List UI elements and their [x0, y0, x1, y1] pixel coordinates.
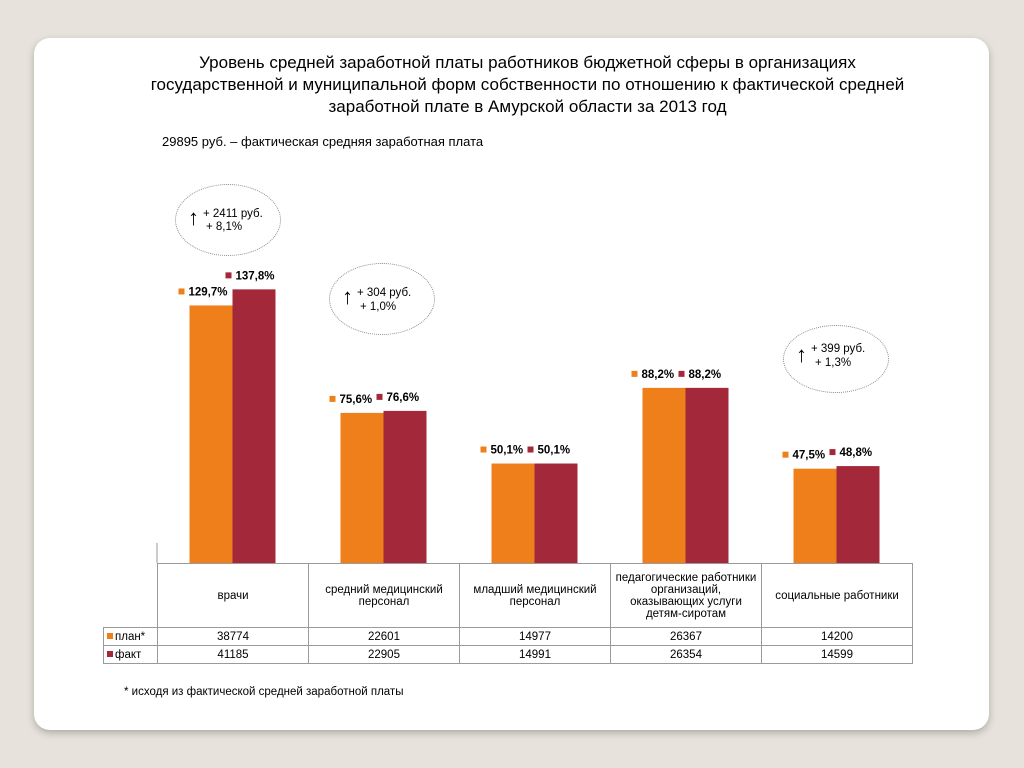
legend-swatch-plan — [107, 632, 113, 639]
callout-mid-medical: ↑ + 304 руб. + 1,0% — [329, 263, 435, 335]
table-cell: 38774 — [157, 627, 309, 646]
callout-social-rub: + 399 руб. — [811, 343, 866, 355]
callout-mid-medical-percent: + 1,0% — [360, 301, 397, 313]
table-header-cell: врачи — [157, 563, 309, 628]
legend-label-fact: факт — [115, 648, 142, 661]
table-row-fact: факт 41185 22905 14991 26354 14599 — [103, 645, 913, 664]
table-header-cell: средний медицинский персонал — [308, 563, 460, 628]
legend-swatch-fact — [107, 650, 113, 657]
callout-mid-medical-rub: + 304 руб. — [357, 287, 412, 299]
data-label-fact-2: 50,1% — [538, 445, 571, 457]
table-cell: 22601 — [308, 627, 460, 646]
data-label-plan-0: 129,7% — [189, 286, 228, 298]
data-label-fact-3: 88,2% — [689, 369, 722, 381]
data-label-marker — [225, 272, 232, 279]
data-label-fact-1: 76,6% — [387, 392, 420, 404]
table-row-plan: план* 38774 22601 14977 26367 14200 — [103, 627, 913, 646]
callout-doctors: ↑ + 2411 руб. + 8,1% — [175, 184, 281, 256]
chart-title: Уровень средней заработной платы работни… — [150, 53, 905, 116]
data-label-marker — [178, 288, 185, 295]
data-label-plan-1: 75,6% — [340, 394, 373, 406]
data-label-marker — [329, 395, 336, 402]
callout-doctors-percent: + 8,1% — [206, 221, 243, 233]
bar-plan-1 — [340, 412, 384, 563]
bar-plan-0 — [189, 305, 233, 563]
up-arrow-icon: ↑ — [342, 284, 353, 309]
bar-fact-0 — [232, 289, 276, 563]
data-label-fact-0: 137,8% — [236, 270, 275, 282]
table-cell: 26367 — [610, 627, 762, 646]
bar-fact-1 — [383, 410, 427, 563]
table-header-row: врачи средний медицинский персонал младш… — [103, 563, 913, 628]
data-label-marker — [480, 446, 487, 453]
table-cell: 26354 — [610, 645, 762, 664]
up-arrow-icon: ↑ — [188, 205, 199, 230]
legend-fact: факт — [103, 645, 158, 664]
data-label-marker — [376, 393, 383, 400]
table-corner — [103, 563, 158, 628]
data-table: врачи средний медицинский персонал младш… — [103, 563, 913, 664]
data-label-plan-3: 88,2% — [642, 369, 675, 381]
bar-plan-3 — [642, 387, 686, 563]
up-arrow-icon: ↑ — [796, 342, 807, 367]
data-label-fact-4: 48,8% — [840, 447, 873, 459]
bar-plan-4 — [793, 468, 837, 563]
table-header-cell: педагогические работники организаций, ок… — [610, 563, 762, 628]
callout-social-percent: + 1,3% — [815, 357, 852, 369]
table-cell: 14200 — [761, 627, 913, 646]
data-label-marker — [527, 446, 534, 453]
table-cell: 41185 — [157, 645, 309, 664]
data-label-marker — [829, 449, 836, 456]
legend-label-plan: план* — [115, 630, 146, 643]
callout-social: ↑ + 399 руб. + 1,3% — [783, 325, 889, 393]
table-header-cell: социальные работники — [761, 563, 913, 628]
bar-fact-2 — [534, 463, 578, 563]
bar-fact-4 — [836, 466, 880, 563]
table-cell: 22905 — [308, 645, 460, 664]
data-label-marker — [631, 370, 638, 377]
table-header-cell: младший медицинский персонал — [459, 563, 611, 628]
data-label-marker — [782, 451, 789, 458]
bar-plan-2 — [491, 463, 535, 563]
chart-subtitle: 29895 руб. – фактическая средняя заработ… — [162, 134, 484, 149]
bar-fact-3 — [685, 387, 729, 563]
table-cell: 14991 — [459, 645, 611, 664]
footnote: * исходя из фактической средней заработн… — [124, 686, 404, 698]
data-label-plan-2: 50,1% — [491, 445, 524, 457]
data-label-marker — [678, 370, 685, 377]
data-label-plan-4: 47,5% — [793, 450, 826, 462]
table-cell: 14977 — [459, 627, 611, 646]
table-cell: 14599 — [761, 645, 913, 664]
legend-plan: план* — [103, 627, 158, 646]
callout-doctors-rub: + 2411 руб. — [203, 208, 263, 220]
